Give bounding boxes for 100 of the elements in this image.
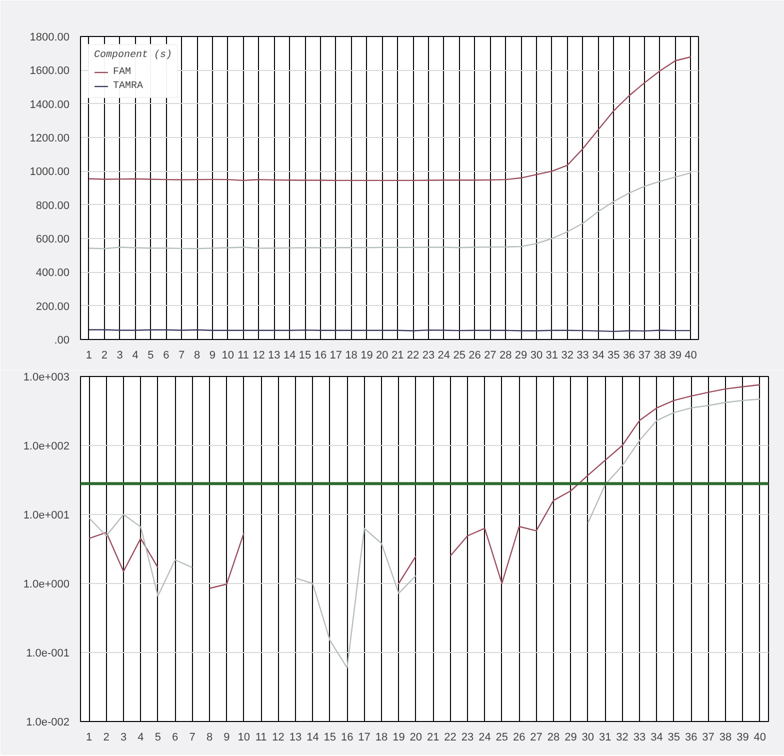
x-tick-label: 37 xyxy=(638,350,651,362)
y-tick-label: 1.0e+001 xyxy=(23,510,70,522)
x-tick-label: 34 xyxy=(650,732,663,744)
x-tick-label: 35 xyxy=(668,732,680,744)
legend-label: FAM xyxy=(113,66,132,78)
x-tick-label: 29 xyxy=(514,350,528,362)
y-tick-label: 1000.00 xyxy=(30,166,70,178)
x-tick-label: 27 xyxy=(484,350,496,362)
x-tick-label: 24 xyxy=(478,732,491,744)
x-tick-label: 7 xyxy=(178,350,185,362)
legend-label: TAMRA xyxy=(113,80,144,92)
x-tick-label: 32 xyxy=(561,350,574,362)
x-tick-label: 28 xyxy=(500,350,512,362)
x-tick-label: 4 xyxy=(132,350,138,362)
x-tick-label: 9 xyxy=(224,732,230,744)
x-tick-label: 27 xyxy=(530,732,542,744)
x-tick-label: 21 xyxy=(426,732,440,744)
y-tick-label: 1.0e+002 xyxy=(23,440,70,452)
x-tick-label: 30 xyxy=(530,350,543,362)
x-tick-label: 6 xyxy=(163,350,170,362)
x-tick-label: 13 xyxy=(289,732,302,744)
x-tick-label: 10 xyxy=(238,732,250,744)
x-tick-label: 16 xyxy=(314,350,327,362)
x-tick-label: 4 xyxy=(138,732,144,744)
x-tick-label: 31 xyxy=(598,732,612,744)
x-tick-label: 38 xyxy=(654,350,666,362)
x-tick-label: 37 xyxy=(702,732,714,744)
y-tick-label: 1.0e-002 xyxy=(26,716,70,728)
y-tick-label: 1.0e+000 xyxy=(23,578,70,590)
x-tick-label: 20 xyxy=(410,732,422,744)
x-tick-label: 22 xyxy=(406,350,420,362)
x-tick-label: 23 xyxy=(422,350,435,362)
x-tick-label: 19 xyxy=(360,350,373,362)
x-tick-label: 8 xyxy=(194,350,200,362)
x-tick-label: 15 xyxy=(324,732,336,744)
x-tick-label: 3 xyxy=(120,732,127,744)
x-tick-label: 1 xyxy=(86,732,92,744)
x-tick-label: 3 xyxy=(116,350,123,362)
y-tick-label: 1.0e-001 xyxy=(26,648,70,660)
y-tick-label: 600.00 xyxy=(36,234,70,246)
line-series xyxy=(88,172,692,250)
x-tick-label: 17 xyxy=(330,350,342,362)
x-tick-label: 6 xyxy=(172,732,178,744)
y-tick-label: .00 xyxy=(54,334,70,346)
x-tick-label: 23 xyxy=(461,732,474,744)
x-tick-label: 32 xyxy=(616,732,628,744)
x-tick-label: 33 xyxy=(576,350,589,362)
x-tick-label: 18 xyxy=(345,350,358,362)
x-tick-label: 30 xyxy=(582,732,594,744)
x-tick-label: 39 xyxy=(669,350,682,362)
y-tick-label: 1800.00 xyxy=(30,32,70,44)
x-tick-label: 26 xyxy=(468,350,481,362)
x-tick-label: 8 xyxy=(206,732,213,744)
x-tick-label: 25 xyxy=(453,350,466,362)
x-tick-label: 34 xyxy=(592,350,604,362)
x-tick-label: 5 xyxy=(148,350,154,362)
x-tick-label: 14 xyxy=(283,350,296,362)
x-tick-label: 11 xyxy=(255,732,267,744)
x-tick-label: 12 xyxy=(272,732,284,744)
x-tick-label: 15 xyxy=(298,350,312,362)
x-tick-label: 16 xyxy=(340,732,354,744)
y-tick-label: 1.0e+003 xyxy=(23,372,70,384)
x-tick-label: 29 xyxy=(564,732,577,744)
y-tick-label: 200.00 xyxy=(36,300,70,313)
x-tick-label: 12 xyxy=(252,350,265,362)
x-tick-label: 20 xyxy=(376,350,388,362)
x-tick-label: 21 xyxy=(391,350,404,362)
x-tick-label: 10 xyxy=(222,350,234,362)
x-tick-label: 11 xyxy=(238,350,250,362)
x-tick-label: 38 xyxy=(719,732,732,744)
x-tick-label: 33 xyxy=(633,732,646,744)
x-tick-label: 9 xyxy=(209,350,216,362)
x-tick-label: 2 xyxy=(101,350,108,362)
x-tick-label: 2 xyxy=(103,732,110,744)
x-tick-label: 36 xyxy=(684,732,698,744)
x-tick-label: 14 xyxy=(306,732,319,744)
y-tick-label: 800.00 xyxy=(36,200,70,212)
x-tick-label: 31 xyxy=(546,350,558,362)
x-tick-label: 17 xyxy=(358,732,370,744)
x-tick-label: 28 xyxy=(547,732,560,744)
y-tick-label: 1600.00 xyxy=(30,65,70,78)
y-tick-label: 1200.00 xyxy=(30,132,70,144)
x-tick-label: 26 xyxy=(512,732,526,744)
x-tick-label: 22 xyxy=(444,732,456,744)
x-tick-label: 7 xyxy=(189,732,196,744)
x-tick-label: 36 xyxy=(622,350,636,362)
x-tick-label: 5 xyxy=(154,732,161,744)
x-tick-label: 19 xyxy=(392,732,405,744)
x-tick-label: 24 xyxy=(438,350,450,362)
x-tick-label: 40 xyxy=(754,732,766,744)
x-tick-label: 25 xyxy=(496,732,508,744)
x-tick-label: 13 xyxy=(268,350,280,362)
x-tick-label: 1 xyxy=(86,350,92,362)
legend-title: Component (s) xyxy=(94,50,172,61)
y-tick-label: 1400.00 xyxy=(30,98,70,111)
x-tick-label: 35 xyxy=(608,350,620,362)
x-tick-label: 40 xyxy=(684,350,697,362)
y-tick-label: 400.00 xyxy=(36,267,70,280)
x-tick-label: 39 xyxy=(736,732,749,744)
x-tick-label: 18 xyxy=(375,732,388,744)
